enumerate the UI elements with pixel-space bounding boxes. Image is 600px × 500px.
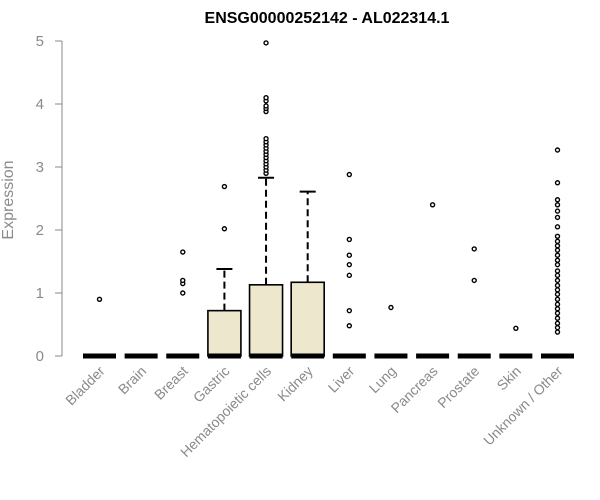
box-iqr (248, 284, 284, 357)
outlier-point (513, 325, 519, 331)
box-hematopoietic-cells (248, 40, 284, 359)
outlier-point (180, 277, 186, 284)
outlier-point (221, 226, 228, 232)
y-tick-label: 3 (36, 159, 44, 176)
outlier-point (554, 287, 561, 293)
outlier-point (346, 272, 353, 279)
outlier-point (554, 261, 561, 268)
box-lung (374, 304, 408, 359)
outlier-point (471, 246, 477, 252)
y-tick-label: 4 (36, 96, 44, 113)
outlier-point (221, 183, 228, 190)
boxes-layer (83, 40, 574, 359)
outlier-point (554, 214, 561, 221)
y-tick-label: 2 (36, 222, 44, 239)
box-skin (499, 325, 533, 359)
outlier-point (554, 296, 561, 302)
box-iqr (207, 309, 242, 357)
outlier-point (263, 40, 269, 46)
x-tick-label: Bladder (62, 363, 108, 409)
outlier-point (554, 329, 561, 335)
outlier-point (346, 171, 353, 178)
outlier-point (554, 320, 561, 326)
outlier-point (388, 304, 394, 311)
outlier-point (554, 180, 561, 186)
outlier-point (554, 272, 561, 279)
outlier-point (554, 224, 561, 230)
x-tick-label: Brain (115, 363, 149, 397)
box-iqr (290, 281, 325, 357)
y-tick-label: 1 (36, 285, 44, 302)
outlier-point (554, 310, 561, 316)
y-axis: 0 1 2 3 4 5 (36, 33, 63, 365)
outlier-point (554, 202, 561, 208)
outlier-point (554, 282, 561, 289)
x-tick-label: Prostate (434, 363, 482, 411)
outlier-point (346, 252, 353, 258)
x-tick-label: Skin (493, 363, 524, 394)
chart-title: ENSG00000252142 - AL022314.1 (205, 10, 450, 27)
outlier-point (346, 261, 353, 268)
box-liver (332, 171, 366, 359)
outlier-point (554, 315, 561, 321)
box-unknown-other (541, 147, 574, 359)
outlier-point (180, 249, 186, 255)
outlier-point (554, 324, 561, 331)
outlier-point (263, 103, 269, 109)
box-gastric (207, 183, 242, 359)
x-tick-label: Lung (366, 363, 399, 396)
outlier-point (554, 257, 561, 263)
box-breast (166, 249, 200, 359)
outlier-point (471, 277, 477, 284)
outlier-point (554, 277, 561, 284)
x-tick-label: Kidney (274, 363, 316, 405)
x-tick-label: Breast (151, 363, 191, 403)
outlier-point (554, 291, 561, 297)
y-tick-label: 0 (36, 348, 44, 365)
outlier-point (554, 268, 561, 274)
outlier-point (554, 147, 561, 153)
y-axis-label: Expression (0, 160, 17, 239)
outlier-point (96, 296, 103, 302)
outlier-point (554, 208, 561, 214)
x-tick-label: Unknown / Other (480, 363, 566, 449)
box-prostate (457, 246, 491, 359)
outlier-point (554, 243, 561, 249)
outlier-point (554, 197, 561, 203)
outlier-point (346, 307, 353, 314)
outlier-point (554, 252, 561, 258)
outlier-point (554, 238, 561, 245)
box-bladder (83, 296, 116, 359)
outlier-point (554, 306, 561, 312)
outlier-point (263, 135, 269, 142)
x-tick-label: Liver (325, 363, 358, 396)
outlier-point (554, 247, 561, 253)
outlier-point (346, 236, 353, 243)
y-tick-label: 5 (36, 33, 44, 50)
outlier-point (346, 323, 353, 329)
outlier-point (554, 233, 561, 240)
outlier-point (180, 290, 186, 296)
outlier-point (263, 94, 269, 101)
outlier-point (554, 301, 561, 308)
outlier-point (429, 202, 436, 208)
box-pancreas (416, 202, 450, 359)
box-kidney (290, 190, 325, 359)
